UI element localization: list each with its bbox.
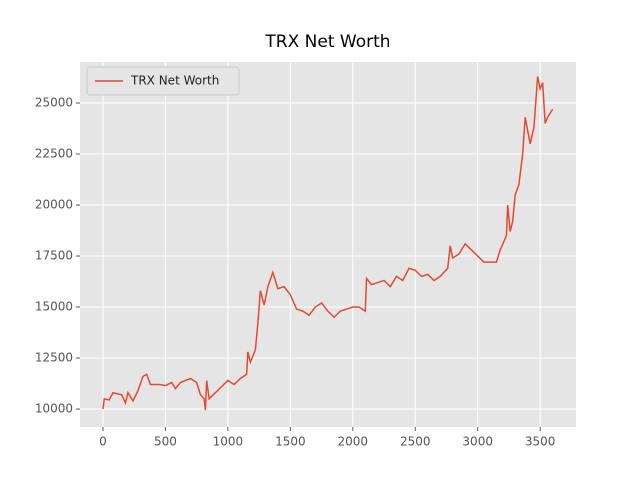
legend-box — [86, 66, 240, 96]
x-tick-label: 0 — [99, 435, 107, 449]
legend: TRX Net Worth — [86, 66, 240, 96]
x-tick-label: 500 — [154, 435, 177, 449]
x-tick-label: 3000 — [462, 435, 493, 449]
x-tick-label: 2000 — [338, 435, 369, 449]
y-tick-label: 10000 — [35, 402, 73, 416]
x-tick-label: 3500 — [525, 435, 556, 449]
x-tick-label: 1500 — [275, 435, 306, 449]
x-tick-label: 1000 — [213, 435, 244, 449]
x-tick-label: 2500 — [400, 435, 431, 449]
y-tick-label: 17500 — [35, 249, 73, 263]
y-tick-label: 15000 — [35, 300, 73, 314]
plot-area — [80, 62, 576, 427]
legend-label: TRX Net Worth — [130, 74, 219, 88]
y-tick-label: 20000 — [35, 198, 73, 212]
line-series — [102, 76, 554, 411]
chart-title: TRX Net Worth — [264, 32, 390, 52]
y-tick-label: 25000 — [35, 96, 73, 110]
y-tick-label: 12500 — [35, 351, 73, 365]
y-tick-label: 22500 — [35, 147, 73, 161]
